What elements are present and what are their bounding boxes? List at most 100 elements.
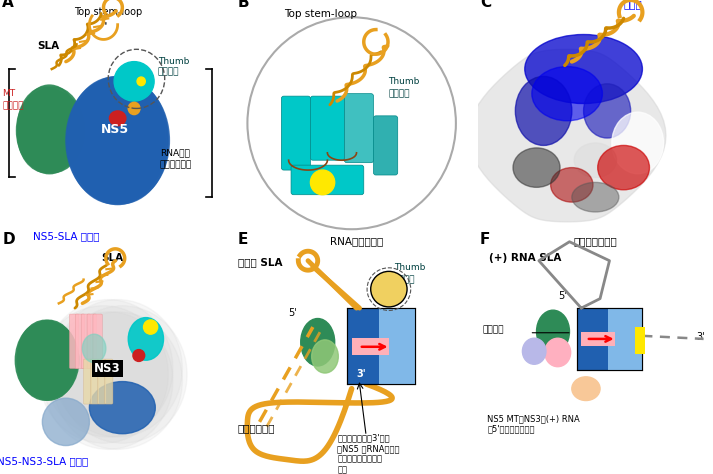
FancyBboxPatch shape bbox=[91, 359, 99, 404]
Text: C: C bbox=[480, 0, 491, 10]
Ellipse shape bbox=[43, 312, 173, 449]
Ellipse shape bbox=[16, 91, 73, 170]
Text: 塩基性: 塩基性 bbox=[624, 0, 642, 9]
FancyBboxPatch shape bbox=[81, 314, 91, 369]
Text: NS3: NS3 bbox=[94, 362, 120, 375]
Ellipse shape bbox=[18, 87, 75, 167]
Circle shape bbox=[371, 271, 407, 307]
FancyBboxPatch shape bbox=[581, 331, 615, 346]
Ellipse shape bbox=[66, 79, 160, 202]
Ellipse shape bbox=[572, 182, 619, 212]
Ellipse shape bbox=[53, 312, 183, 449]
FancyBboxPatch shape bbox=[87, 314, 96, 369]
Ellipse shape bbox=[24, 91, 85, 170]
Text: A: A bbox=[2, 0, 14, 10]
Text: ゲノム SLA: ゲノム SLA bbox=[237, 257, 282, 267]
Text: Thumb: Thumb bbox=[388, 77, 419, 86]
Text: NS5: NS5 bbox=[101, 123, 129, 136]
Ellipse shape bbox=[312, 340, 339, 373]
Text: Thumb: Thumb bbox=[394, 263, 425, 272]
Ellipse shape bbox=[43, 300, 173, 437]
Ellipse shape bbox=[21, 320, 77, 396]
Text: 環状化ゲノム: 環状化ゲノム bbox=[237, 423, 275, 433]
Text: 5': 5' bbox=[289, 308, 297, 318]
Text: NS5-SLA 複合体: NS5-SLA 複合体 bbox=[33, 231, 99, 241]
Ellipse shape bbox=[17, 324, 73, 400]
Ellipse shape bbox=[128, 318, 163, 360]
Text: ポケット: ポケット bbox=[158, 67, 179, 76]
Text: NS5-NS3-SLA 複合体: NS5-NS3-SLA 複合体 bbox=[0, 456, 88, 466]
Ellipse shape bbox=[114, 62, 154, 101]
Ellipse shape bbox=[574, 143, 617, 177]
Text: Top stem-loop: Top stem-loop bbox=[74, 7, 143, 17]
Ellipse shape bbox=[23, 96, 83, 173]
Ellipse shape bbox=[572, 377, 600, 401]
Ellipse shape bbox=[67, 81, 161, 204]
Text: F: F bbox=[480, 232, 491, 247]
FancyBboxPatch shape bbox=[83, 359, 92, 404]
Ellipse shape bbox=[20, 85, 79, 166]
Ellipse shape bbox=[74, 77, 168, 201]
Text: 5': 5' bbox=[558, 291, 566, 301]
Text: E: E bbox=[237, 232, 248, 247]
Ellipse shape bbox=[597, 146, 650, 190]
Ellipse shape bbox=[583, 84, 630, 138]
Text: MT: MT bbox=[2, 89, 16, 98]
Ellipse shape bbox=[89, 382, 155, 434]
Ellipse shape bbox=[537, 310, 570, 353]
Ellipse shape bbox=[17, 320, 73, 396]
FancyBboxPatch shape bbox=[374, 116, 398, 175]
Text: 酵素反応: 酵素反応 bbox=[483, 325, 504, 334]
Text: (+) RNA SLA: (+) RNA SLA bbox=[489, 253, 562, 263]
Ellipse shape bbox=[550, 168, 593, 202]
FancyBboxPatch shape bbox=[93, 314, 103, 369]
Ellipse shape bbox=[71, 76, 165, 200]
FancyBboxPatch shape bbox=[69, 314, 79, 369]
Circle shape bbox=[310, 170, 334, 195]
Ellipse shape bbox=[76, 79, 170, 202]
Ellipse shape bbox=[58, 306, 187, 443]
Ellipse shape bbox=[545, 338, 570, 367]
Ellipse shape bbox=[109, 111, 126, 126]
Text: 活性ドメイン: 活性ドメイン bbox=[160, 161, 193, 170]
Ellipse shape bbox=[53, 300, 183, 437]
FancyBboxPatch shape bbox=[608, 308, 642, 370]
Ellipse shape bbox=[301, 319, 334, 366]
Ellipse shape bbox=[67, 77, 161, 201]
Ellipse shape bbox=[18, 96, 75, 173]
Ellipse shape bbox=[15, 322, 72, 398]
Text: SLA: SLA bbox=[38, 41, 60, 51]
FancyBboxPatch shape bbox=[344, 94, 374, 163]
Ellipse shape bbox=[23, 87, 83, 167]
FancyBboxPatch shape bbox=[291, 165, 364, 195]
Text: 3': 3' bbox=[697, 332, 705, 342]
Ellipse shape bbox=[21, 324, 77, 400]
Ellipse shape bbox=[513, 148, 560, 187]
Ellipse shape bbox=[128, 102, 140, 115]
FancyBboxPatch shape bbox=[379, 308, 415, 384]
Text: Top stem-loop: Top stem-loop bbox=[284, 9, 356, 19]
Text: B: B bbox=[237, 0, 250, 10]
Polygon shape bbox=[468, 49, 666, 222]
Ellipse shape bbox=[83, 334, 106, 363]
Ellipse shape bbox=[523, 338, 546, 365]
FancyBboxPatch shape bbox=[282, 96, 310, 170]
FancyBboxPatch shape bbox=[352, 338, 389, 355]
Ellipse shape bbox=[612, 112, 664, 174]
FancyBboxPatch shape bbox=[98, 359, 106, 404]
Ellipse shape bbox=[39, 306, 168, 443]
Text: 3': 3' bbox=[356, 369, 366, 379]
Ellipse shape bbox=[20, 97, 79, 174]
Circle shape bbox=[247, 17, 456, 229]
FancyBboxPatch shape bbox=[347, 308, 415, 384]
Text: NS5 MT、NS3が(+) RNA
の5'末端近くに集合: NS5 MT、NS3が(+) RNA の5'末端近くに集合 bbox=[487, 414, 580, 433]
FancyBboxPatch shape bbox=[577, 308, 642, 370]
Ellipse shape bbox=[74, 81, 168, 204]
Text: Thumb: Thumb bbox=[158, 57, 189, 66]
Text: D: D bbox=[2, 232, 15, 247]
Ellipse shape bbox=[515, 76, 572, 146]
Ellipse shape bbox=[133, 350, 145, 361]
Ellipse shape bbox=[532, 66, 602, 121]
Text: SLA: SLA bbox=[101, 253, 123, 263]
Text: ポケット: ポケット bbox=[394, 275, 415, 284]
